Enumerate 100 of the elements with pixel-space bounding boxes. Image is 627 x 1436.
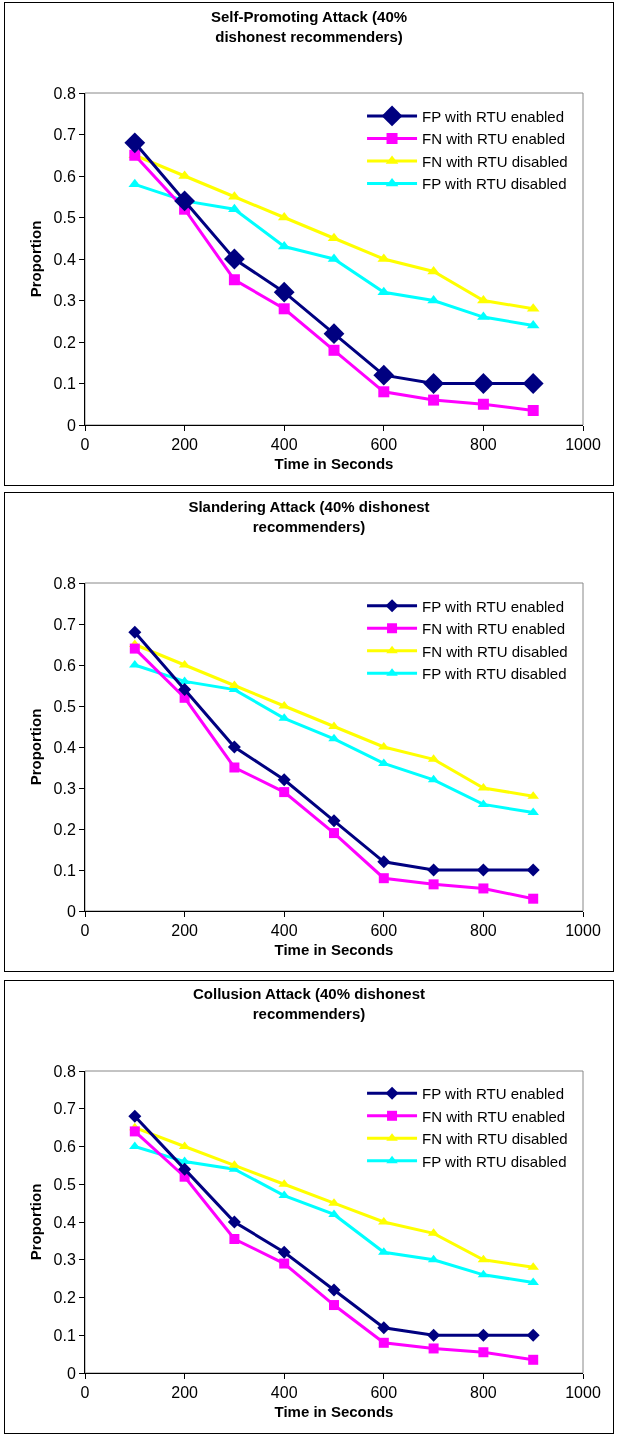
y-tick-label: 0.6 [53, 656, 76, 674]
x-tick-label: 200 [171, 1384, 199, 1402]
point [527, 807, 539, 816]
y-tick-label: 0.2 [53, 1289, 76, 1307]
point [428, 879, 439, 890]
x-tick-label: 1000 [565, 922, 601, 940]
x-tick-label: 1000 [565, 436, 601, 454]
point [178, 683, 192, 697]
point [428, 394, 440, 406]
point [128, 178, 142, 188]
x-tick-label: 600 [370, 436, 398, 454]
y-tick-label: 0.3 [53, 1251, 76, 1269]
y-tick-label: 0.4 [53, 250, 76, 268]
x-tick-label: 1000 [565, 1384, 601, 1402]
point [526, 319, 540, 329]
y-tick-label: 0.7 [53, 1100, 76, 1118]
legend-label: FN with RTU disabled [422, 642, 568, 660]
x-tick-label: 400 [270, 436, 298, 454]
point [124, 132, 146, 154]
point [528, 1354, 539, 1365]
point [328, 733, 340, 742]
legend-label: FN with RTU disabled [422, 152, 568, 170]
x-tick-label: 0 [80, 922, 90, 940]
point [378, 873, 389, 884]
y-tick-label: 0.4 [53, 1213, 76, 1231]
chart-title: Slandering Attack (40% dishonest recommenders) [188, 498, 430, 535]
point [428, 1343, 439, 1354]
y-tick-label: 0.1 [53, 1326, 76, 1344]
x-axis-title: Time in Seconds [274, 941, 394, 959]
point [278, 1190, 290, 1199]
x-tick-label: 0 [80, 1384, 90, 1402]
point [323, 323, 345, 345]
x-tick-label: 400 [270, 922, 298, 940]
y-tick-label: 0.5 [53, 209, 76, 227]
y-tick-label: 0 [66, 1364, 76, 1382]
point [277, 1245, 291, 1259]
point [329, 1300, 339, 1311]
legend-label: FN with RTU enabled [422, 130, 566, 148]
legend-label: FN with RTU enabled [422, 1107, 566, 1125]
point [129, 1126, 140, 1137]
y-tick-label: 0.2 [53, 820, 76, 838]
legend-label: FN with RTU disabled [422, 1130, 568, 1148]
y-tick-label: 0 [66, 416, 76, 434]
point [378, 1337, 389, 1348]
y-tick-label: 0 [66, 902, 76, 920]
point [229, 1233, 240, 1244]
y-tick-label: 0.1 [53, 375, 76, 393]
point [279, 787, 290, 798]
x-tick-label: 200 [171, 436, 199, 454]
point [128, 625, 142, 639]
point [527, 404, 539, 416]
y-axis-title: Proportion [26, 1183, 44, 1261]
chart-title: Self-Promoting Attack (40% dishonest recommenders) [210, 8, 408, 45]
point [327, 1283, 341, 1297]
point [478, 883, 489, 894]
x-axis-title: Time in Seconds [274, 1403, 394, 1421]
point [477, 398, 489, 410]
point [328, 344, 340, 356]
point [522, 373, 544, 394]
point [377, 855, 391, 869]
point [227, 1215, 241, 1229]
y-tick-label: 0.7 [53, 615, 76, 633]
point [228, 274, 240, 286]
point [377, 1321, 391, 1335]
legend-label: FP with RTU disabled [422, 1152, 567, 1170]
point [378, 386, 390, 398]
y-tick-label: 0.8 [53, 574, 76, 592]
x-tick-label: 400 [270, 1384, 298, 1402]
point [279, 1258, 290, 1269]
y-tick-label: 0.1 [53, 861, 76, 879]
chart-title: Collusion Attack (40% dishonest recommenders) [193, 985, 425, 1022]
x-tick-label: 200 [171, 922, 199, 940]
y-tick-label: 0.4 [53, 738, 76, 756]
x-tick-label: 600 [370, 1384, 398, 1402]
point [423, 373, 444, 394]
point [329, 828, 339, 839]
point [427, 1328, 441, 1342]
legend-label: FP with RTU enabled [422, 597, 565, 615]
point [476, 1328, 490, 1342]
legend-label: FP with RTU enabled [422, 1085, 565, 1103]
point [229, 762, 240, 773]
y-tick-label: 0.6 [53, 167, 76, 185]
point [129, 643, 140, 654]
x-tick-label: 0 [80, 436, 90, 454]
y-tick-label: 0.8 [53, 84, 76, 102]
x-tick-label: 800 [470, 922, 497, 940]
point [528, 893, 539, 904]
y-tick-label: 0.5 [53, 1175, 76, 1193]
y-tick-label: 0.8 [53, 1062, 76, 1080]
point [526, 1328, 540, 1342]
legend-label: FP with RTU disabled [422, 665, 567, 683]
point [174, 190, 195, 212]
point [277, 773, 291, 787]
point [128, 1109, 142, 1123]
x-tick-label: 800 [470, 436, 497, 454]
point [427, 863, 441, 877]
y-tick-label: 0.7 [53, 126, 76, 144]
point [473, 373, 494, 394]
legend-label: FP with RTU disabled [422, 175, 567, 193]
point [373, 364, 395, 386]
